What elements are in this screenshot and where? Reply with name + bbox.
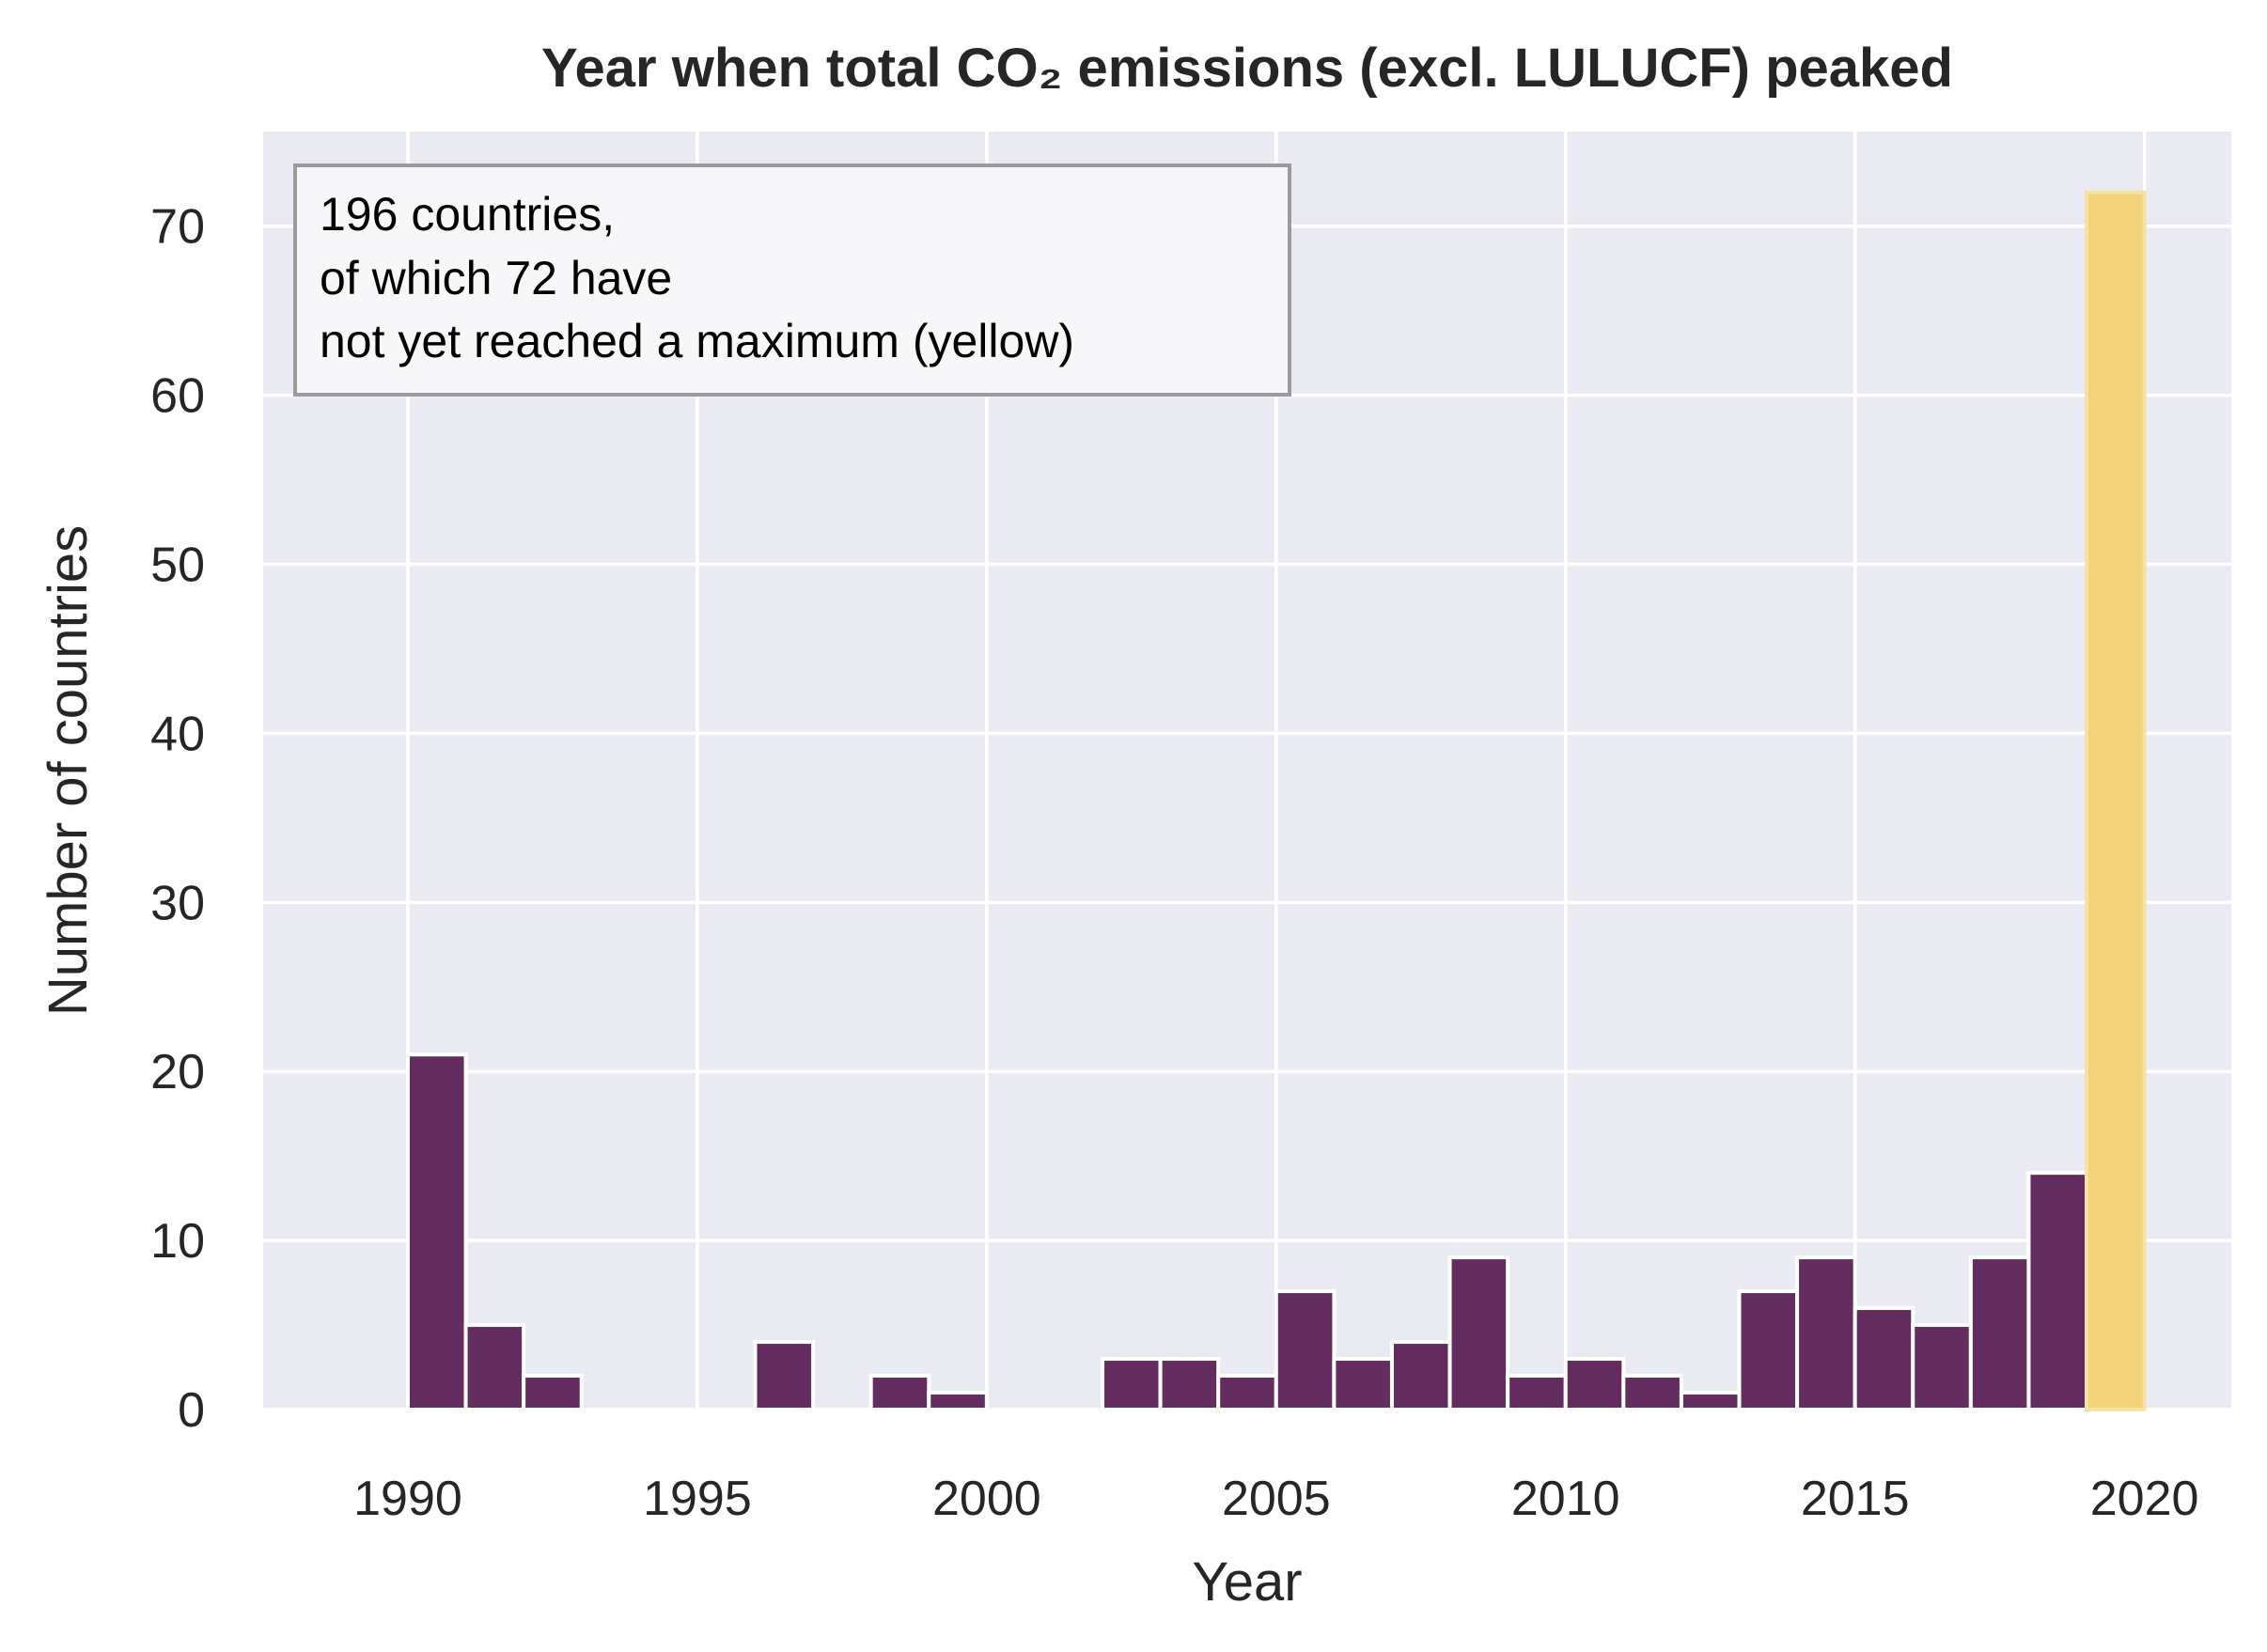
bar (1389, 1340, 1452, 1412)
bar (463, 1323, 526, 1411)
x-tick-label: 1995 (643, 1472, 752, 1526)
y-tick-label: 10 (150, 1214, 205, 1269)
bar (1274, 1289, 1337, 1412)
y-tick-label: 20 (150, 1045, 205, 1099)
bar (522, 1374, 584, 1411)
bar (1968, 1255, 2031, 1411)
bar (405, 1052, 468, 1411)
bar (1911, 1323, 1973, 1411)
y-tick-label: 60 (150, 369, 205, 424)
bar (753, 1340, 816, 1412)
bar (1506, 1374, 1568, 1411)
bar (1853, 1306, 1915, 1411)
bar (1795, 1255, 1857, 1411)
x-tick-labels: 1990 1995 2000 2005 2010 2015 2020 (353, 1472, 2198, 1526)
x-tick-label: 2000 (932, 1472, 1041, 1526)
x-tick-label: 2015 (1801, 1472, 1910, 1526)
bar (1332, 1357, 1394, 1411)
x-tick-label: 2010 (1511, 1472, 1620, 1526)
y-tick-label: 40 (150, 707, 205, 761)
y-tick-label: 0 (178, 1383, 205, 1438)
y-tick-label: 50 (150, 538, 205, 593)
x-tick-label: 2020 (2090, 1472, 2199, 1526)
bar (1216, 1374, 1278, 1411)
bar (1563, 1357, 1626, 1411)
bar (1101, 1357, 1163, 1411)
annotation-line-1: 196 countries, (320, 188, 615, 241)
bar (1621, 1374, 1683, 1411)
bar (1737, 1289, 1800, 1412)
bar (2026, 1171, 2089, 1412)
x-axis-label: Year (1192, 1551, 1302, 1613)
bar (927, 1391, 989, 1412)
bar (1447, 1255, 1510, 1411)
x-tick-label: 2005 (1222, 1472, 1331, 1526)
chart-title: Year when total CO₂ emissions (excl. LUL… (541, 38, 1953, 99)
bars-group (405, 190, 2147, 1412)
annotation-line-2: of which 72 have (320, 252, 672, 304)
y-tick-label: 30 (150, 876, 205, 930)
annotation-line-3: not yet reached a maximum (yellow) (320, 315, 1074, 367)
y-tick-labels: 0 10 20 30 40 50 60 70 (150, 200, 205, 1438)
x-tick-label: 1990 (353, 1472, 462, 1526)
bar (868, 1374, 931, 1411)
y-axis-label: Number of countries (38, 525, 99, 1016)
bar (1158, 1357, 1221, 1411)
annotation-box: 196 countries, of which 72 have not yet … (293, 164, 1291, 397)
bar (1679, 1391, 1742, 1412)
y-tick-label: 70 (150, 200, 205, 255)
bar-highlight (2085, 190, 2147, 1411)
